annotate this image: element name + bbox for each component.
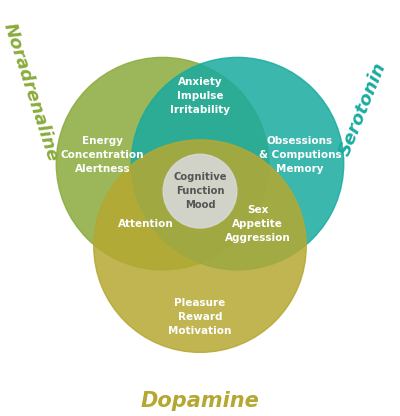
Text: Obsessions
& Computions
Memory: Obsessions & Computions Memory [259,136,341,174]
Text: Noradrenaline: Noradrenaline [0,21,62,164]
Text: Dopamine: Dopamine [141,391,259,411]
Circle shape [94,140,306,352]
Text: Serotonin: Serotonin [336,59,390,158]
Text: Anxiety
Impulse
Irritability: Anxiety Impulse Irritability [170,77,230,115]
Text: Cognitive
Function
Mood: Cognitive Function Mood [173,172,227,210]
Text: Attention: Attention [118,219,174,229]
Text: Sex
Appetite
Aggression: Sex Appetite Aggression [225,205,290,243]
Circle shape [56,57,269,270]
Circle shape [163,154,237,228]
Circle shape [131,57,344,270]
Text: Energy
Concentration
Alertness: Energy Concentration Alertness [61,136,144,174]
Text: Pleasure
Reward
Motivation: Pleasure Reward Motivation [168,298,232,337]
